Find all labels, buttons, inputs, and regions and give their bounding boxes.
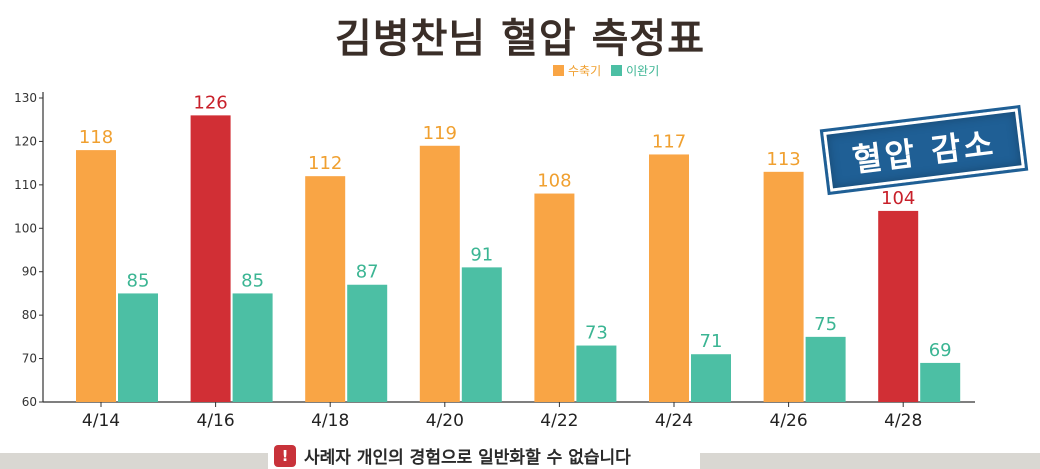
bar-systolic [878, 210, 919, 402]
legend-swatch-systolic [553, 65, 564, 76]
legend-swatch-diastolic [611, 65, 623, 76]
data-label-diastolic: 85 [241, 270, 264, 291]
legend-item-diastolic: 이완기 [611, 62, 659, 79]
y-tick-label: 100 [14, 221, 37, 235]
disclaimer-text: 사례자 개인의 경험으로 일반화할 수 없습니다 [304, 448, 631, 468]
y-tick-label: 120 [14, 134, 37, 148]
y-tick-label: 60 [22, 395, 37, 409]
bar-diastolic [232, 293, 273, 402]
x-tick-label: 4/22 [540, 411, 578, 431]
data-label-systolic: 113 [766, 149, 800, 170]
bar-diastolic [118, 293, 158, 402]
bar-systolic [534, 193, 575, 402]
bar-systolic [763, 171, 804, 402]
x-tick-label: 4/26 [770, 411, 808, 431]
data-label-diastolic: 91 [470, 244, 493, 265]
data-label-systolic: 118 [79, 127, 113, 148]
bar-diastolic [461, 267, 502, 402]
data-label-systolic: 108 [537, 171, 571, 192]
y-tick-label: 80 [22, 308, 37, 322]
data-label-diastolic: 71 [700, 331, 723, 352]
warning-icon: ! [274, 444, 296, 467]
data-label-diastolic: 75 [814, 314, 837, 335]
bar-diastolic [805, 336, 846, 402]
data-label-systolic: 117 [652, 131, 686, 152]
y-tick-label: 90 [22, 265, 37, 279]
legend-label-systolic: 수축기 [568, 64, 602, 78]
data-label-diastolic: 85 [127, 270, 150, 291]
data-label-diastolic: 87 [356, 262, 379, 283]
data-label-systolic: 119 [423, 123, 457, 144]
y-tick-label: 70 [22, 352, 37, 366]
data-label-diastolic: 69 [929, 340, 952, 361]
bar-systolic [190, 115, 231, 402]
bar-diastolic [576, 345, 617, 402]
bar-systolic [419, 145, 460, 402]
chart-title: 김병찬님 혈압 측정표 [334, 16, 706, 62]
data-label-systolic: 126 [193, 92, 227, 113]
x-tick-label: 4/28 [884, 411, 922, 431]
chart-legend: 수축기 이완기 [553, 62, 659, 79]
legend-label-diastolic: 이완기 [626, 64, 660, 78]
bar-diastolic [920, 362, 961, 402]
x-tick-label: 4/20 [426, 411, 464, 431]
x-tick-label: 4/24 [655, 411, 693, 431]
legend-item-systolic: 수축기 [553, 62, 601, 79]
bar-diastolic [691, 354, 731, 402]
data-label-systolic: 112 [308, 153, 342, 174]
bar-diastolic [347, 284, 388, 402]
x-tick-label: 4/14 [82, 411, 120, 431]
bar-systolic [305, 176, 346, 402]
x-tick-label: 4/18 [311, 411, 349, 431]
disclaimer-notice: ! 사례자 개인의 경험으로 일반화할 수 없습니다 [268, 442, 700, 469]
data-label-diastolic: 73 [585, 323, 608, 344]
data-label-systolic: 104 [881, 188, 915, 209]
y-tick-label: 110 [14, 178, 37, 192]
x-tick-label: 4/16 [197, 411, 235, 431]
bar-systolic [76, 150, 116, 402]
bar-systolic [649, 154, 689, 402]
y-tick-label: 130 [14, 91, 37, 105]
